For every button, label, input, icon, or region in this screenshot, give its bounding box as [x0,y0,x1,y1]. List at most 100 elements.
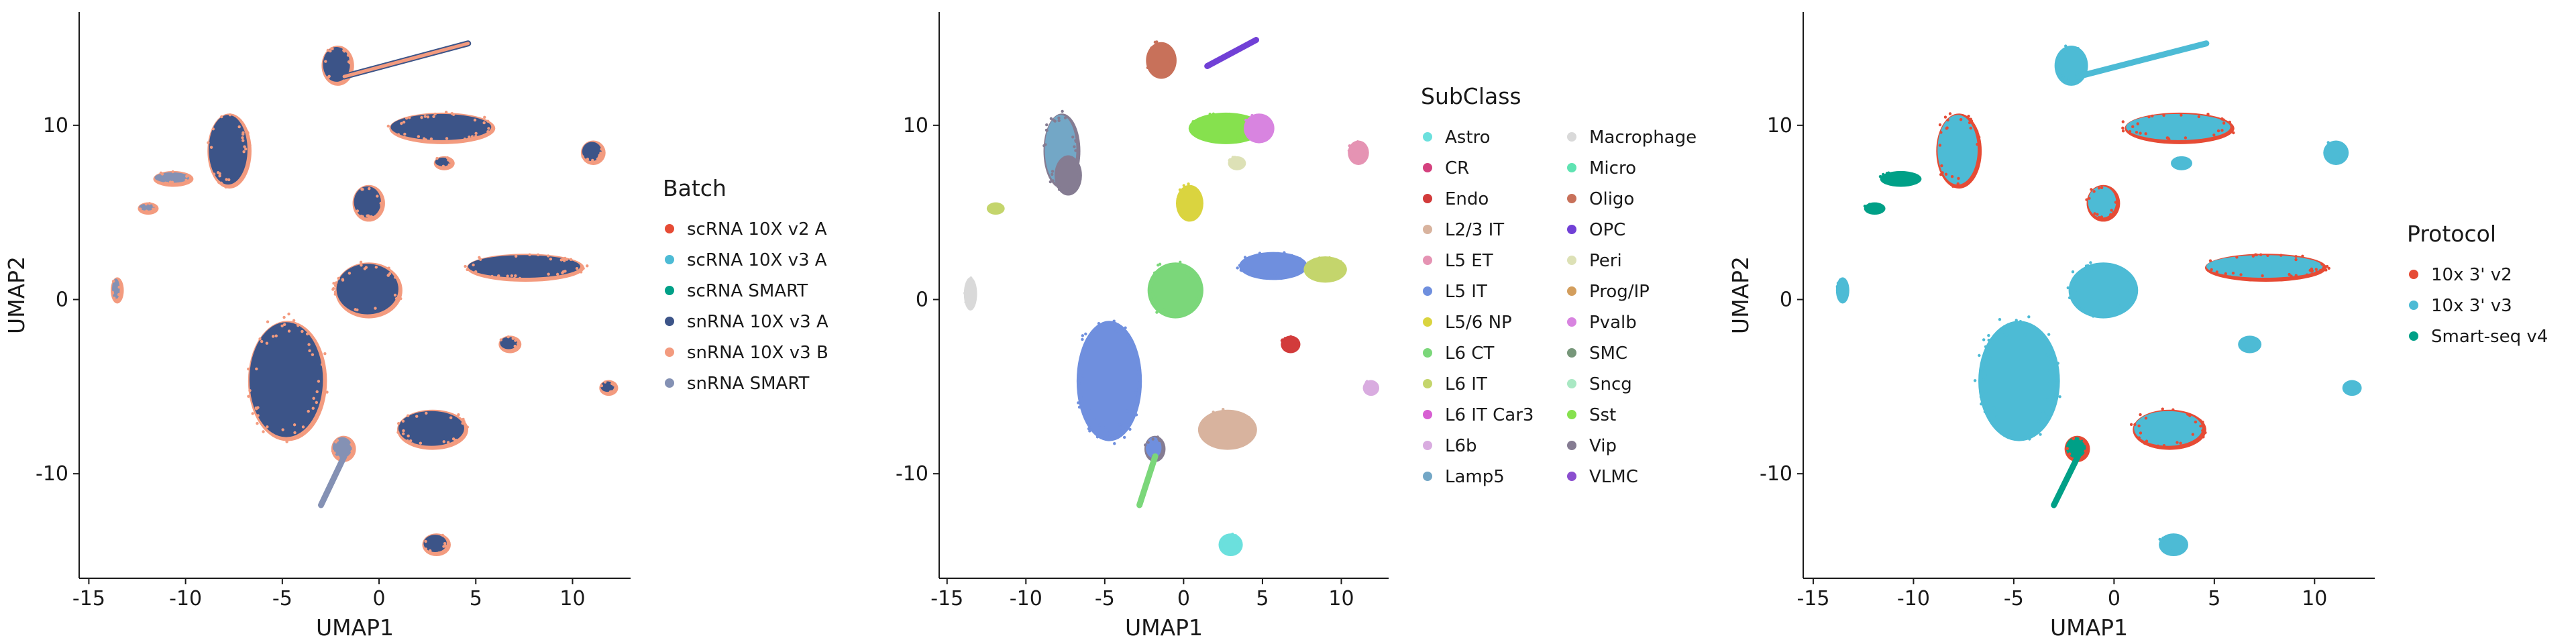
cluster-8-point [1081,374,1085,378]
cluster-6-point [396,422,400,425]
cluster-5-point [1978,354,1981,358]
cluster-2-point [386,124,390,128]
cluster-2-point [2128,129,2132,133]
cluster-16-point [2243,347,2246,351]
cluster-2-point [417,135,421,138]
cluster-12-point [1358,160,1362,163]
cluster-6-point [2143,441,2147,445]
cluster-1-point [1049,180,1053,184]
legend-swatch [1423,379,1432,388]
cluster-8-point [1136,373,1140,376]
cluster-13-point [160,172,164,176]
cluster-14-point [1146,441,1150,444]
cluster-5-point [1982,366,1985,370]
legend-label: L2/3 IT [1445,220,1504,240]
cluster-10-point [2163,550,2166,553]
cluster-5-point [305,332,309,336]
cluster-19-point [1234,164,1237,168]
cluster-2-point [2206,112,2210,116]
legend-label: CR [1445,158,1469,178]
x-tick-label: 0 [373,587,386,610]
cluster-4-point [1266,129,1270,132]
cluster-16-point [2239,340,2243,343]
cluster-5-point [1979,395,1983,398]
cluster-12-point [1356,140,1360,144]
legend-swatch [1567,225,1576,234]
cluster-6-point [1316,276,1320,280]
cluster-5-point [315,390,319,394]
cluster-6-point [463,433,467,437]
streak-2 [319,454,346,507]
cluster-5-point [1293,257,1296,261]
cluster-5-point [1995,415,1998,419]
cluster-15-point [600,384,604,388]
cluster-11-point [2065,447,2069,451]
cluster-10-point [1195,189,1199,193]
cluster-5-point [293,431,297,435]
cluster-3-point [2310,267,2314,271]
cluster-8-point [1126,342,1130,345]
cluster-2-point [2151,114,2154,118]
cluster-13-point [166,181,169,185]
legend-swatch [665,286,674,295]
cluster-5-point [271,335,275,338]
cluster-5-point [2015,319,2018,322]
cluster-5-point [1981,369,1984,372]
legend-label: Endo [1445,189,1489,209]
cluster-1-point [1975,129,1979,133]
cluster-4-point [2071,270,2075,274]
cluster-8-point [2065,49,2068,52]
cluster-1-point [1074,149,1077,152]
y-axis-title: UMAP2 [3,256,30,334]
cluster-5-point [315,400,319,405]
cluster-13-point [1878,174,1882,178]
cluster-6-point [2129,423,2133,427]
cluster-3-point [2259,278,2263,281]
cluster-8-point [1138,379,1142,382]
cluster-5-point [320,363,324,366]
cluster-14 [139,203,155,211]
cluster-15-point [963,291,967,295]
cluster-1-point [209,146,213,149]
cluster-5-point [1240,269,1244,272]
cluster-7-point [1150,290,1154,293]
cluster-2-point [405,117,409,120]
cluster-6-point [2199,424,2202,428]
cluster-2-point [2135,130,2139,134]
cluster-5-point [2028,437,2031,441]
cluster-17-point [2171,160,2174,164]
cluster-8-point [2069,80,2072,84]
cluster-11-point [1156,72,1159,76]
cluster-11-point [1150,46,1153,50]
legend-swatch [1567,472,1576,481]
cluster-4-point [2127,289,2131,292]
cluster-3-point [564,256,567,260]
y-tick-label: 0 [56,288,68,311]
legend-label: scRNA 10X v2 A [687,219,827,239]
cluster-6-point [2156,444,2160,448]
cluster-3-point [2229,275,2233,279]
cluster-5-point [1982,338,1986,341]
x-tick-label: -5 [272,587,292,610]
cluster-6-point [1318,256,1322,260]
legend-swatch [665,378,674,388]
cluster-15 [965,278,973,307]
cluster-11-point [335,439,339,442]
cluster-12-point [115,298,119,302]
cluster-16-point [506,335,510,339]
cluster-18-point [1295,342,1299,345]
cluster-10 [2160,535,2185,553]
cluster-1-point [216,171,220,174]
cluster-2-point [2228,120,2232,124]
cluster-10-point [2174,551,2178,554]
cluster-5-point [1258,252,1262,255]
cluster-9-point [2326,145,2329,148]
point-layer [111,40,619,557]
cluster-9-point [1234,443,1238,446]
cluster-14-point [145,209,148,213]
cluster-6-point [1320,258,1323,262]
cluster-4-point [2066,286,2070,290]
cluster-4-point [1244,118,1248,122]
cluster-3-point [561,271,564,274]
cluster-2-point [2232,131,2235,135]
